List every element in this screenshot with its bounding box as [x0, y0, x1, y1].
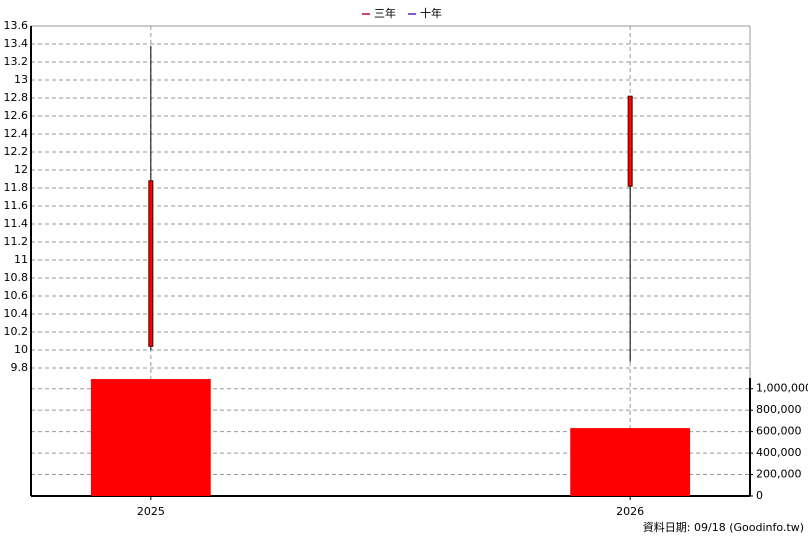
y-tick-label: 10: [14, 343, 28, 356]
y-tick-label: 11.6: [4, 199, 29, 212]
y-tick-label: 11.8: [4, 181, 29, 194]
footer: 資料日期: 09/18 (Goodinfo.tw): [643, 520, 804, 534]
y2-tick-label: 1,000,000: [756, 382, 808, 395]
y-tick-label: 11: [14, 253, 28, 266]
y2-tick-label: 400,000: [756, 446, 802, 459]
y-tick-label: 10.6: [4, 289, 29, 302]
y-tick-label: 12.2: [4, 145, 29, 158]
y-tick-label: 11.4: [4, 217, 29, 230]
y-tick-label: 9.8: [11, 361, 29, 374]
y2-tick-label: 0: [756, 489, 763, 502]
volume-bar: [570, 428, 691, 496]
y-tick-label: 12.8: [4, 91, 29, 104]
candle-body: [627, 95, 633, 187]
y-tick-label: 10.2: [4, 325, 29, 338]
y-tick-label: 12.4: [4, 127, 29, 140]
y-tick-label: 13.4: [4, 37, 29, 50]
legend-label: 三年: [374, 6, 396, 20]
x-tick-label: 2025: [137, 505, 165, 518]
y-tick-label: 10.8: [4, 271, 29, 284]
y2-tick-label: 800,000: [756, 403, 802, 416]
candle-body: [148, 180, 154, 347]
y-tick-label: 13.6: [4, 19, 29, 32]
y-tick-label: 12.6: [4, 109, 29, 122]
y-tick-label: 13: [14, 73, 28, 86]
y-tick-label: 13.2: [4, 55, 29, 68]
y2-tick-label: 600,000: [756, 425, 802, 438]
y-tick-label: 10.4: [4, 307, 29, 320]
x-tick-label: 2026: [616, 505, 644, 518]
volume-bar: [90, 379, 211, 496]
y-tick-label: 12: [14, 163, 28, 176]
legend-label: 十年: [420, 6, 442, 20]
y2-tick-label: 200,000: [756, 468, 802, 481]
y-tick-label: 11.2: [4, 235, 29, 248]
